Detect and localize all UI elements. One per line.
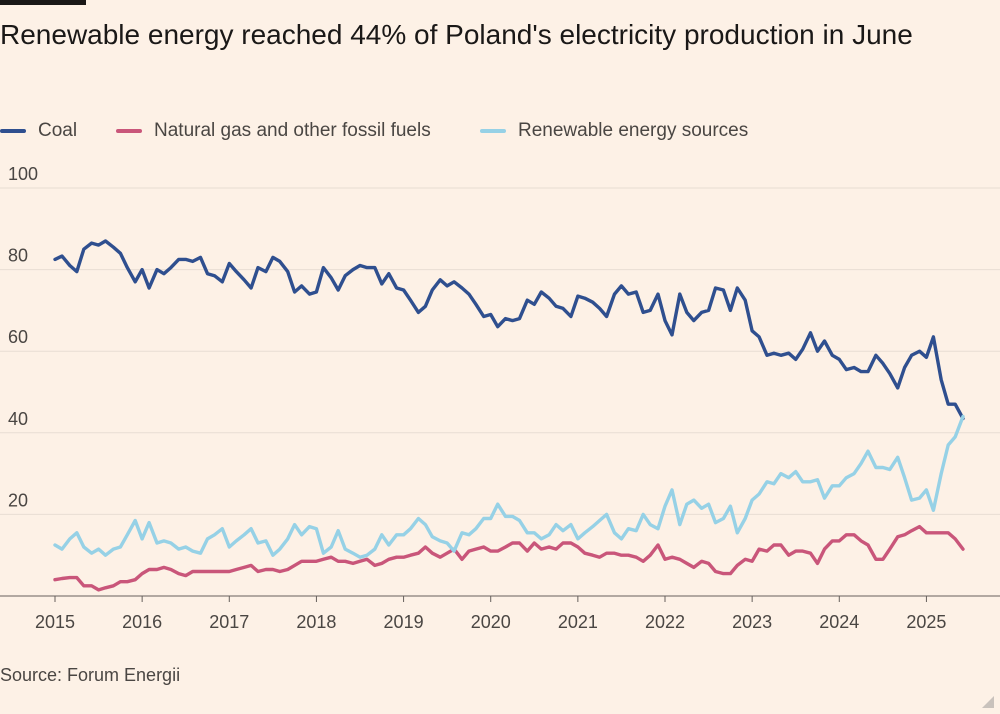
series-line-coal — [53, 239, 965, 421]
y-tick-label-80: 80 — [8, 246, 28, 266]
legend-item-gas: Natural gas and other fossil fuels — [116, 120, 431, 142]
legend-item-coal: Coal — [0, 120, 77, 142]
x-tick-label-2021: 2021 — [558, 612, 598, 632]
x-tick-label-2024: 2024 — [819, 612, 859, 632]
y-tick-label-20: 20 — [8, 490, 28, 510]
x-tick-label-2020: 2020 — [471, 612, 511, 632]
legend-swatch-gas — [116, 129, 142, 133]
y-tick-label-40: 40 — [8, 409, 28, 429]
resize-corner-icon — [982, 696, 994, 708]
x-tick-label-2015: 2015 — [35, 612, 75, 632]
legend-label-gas: Natural gas and other fossil fuels — [154, 120, 431, 141]
chart-title: Renewable energy reached 44% of Poland's… — [0, 19, 913, 50]
series-line-gas — [53, 524, 965, 592]
x-tick-label-2018: 2018 — [296, 612, 336, 632]
x-tick-label-2022: 2022 — [645, 612, 685, 632]
y-tick-label-100: 100 — [8, 164, 38, 184]
series-line-renewables — [53, 414, 965, 559]
x-tick-label-2025: 2025 — [906, 612, 946, 632]
source-note: Source: Forum Energii — [0, 665, 181, 685]
legend-label-renewables: Renewable energy sources — [518, 120, 749, 141]
x-tick-label-2019: 2019 — [384, 612, 424, 632]
x-tick-label-2017: 2017 — [209, 612, 249, 632]
top-accent-bar — [0, 0, 86, 5]
legend-label-coal: Coal — [38, 120, 78, 141]
y-tick-label-60: 60 — [8, 327, 28, 347]
legend-swatch-coal — [0, 129, 26, 133]
legend-swatch-renewables — [480, 129, 506, 133]
legend-item-renewables: Renewable energy sources — [480, 120, 748, 142]
x-tick-label-2016: 2016 — [122, 612, 162, 632]
x-tick-label-2023: 2023 — [732, 612, 772, 632]
